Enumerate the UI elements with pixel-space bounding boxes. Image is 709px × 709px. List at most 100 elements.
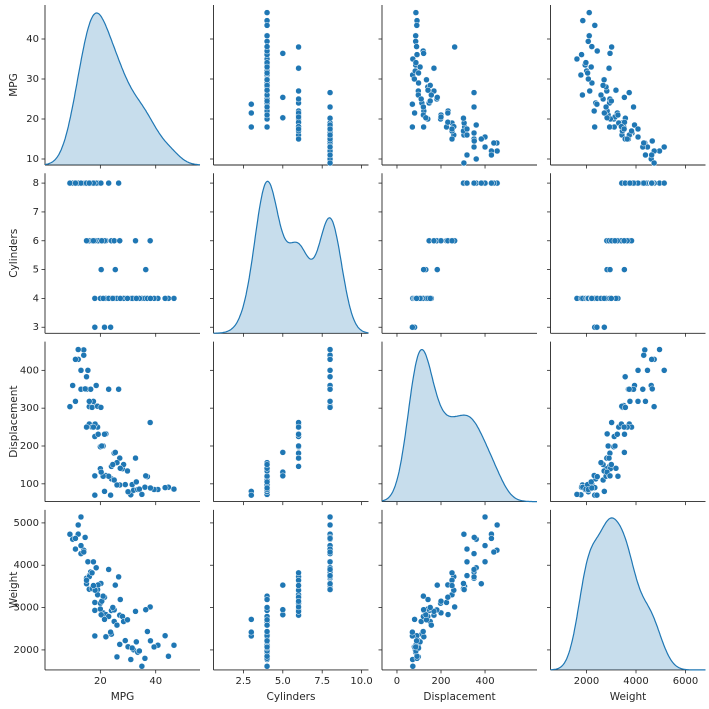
scatter-point [263,97,271,105]
scatter-point [248,491,255,499]
scatter-point [170,295,178,302]
scatter-point [460,530,468,538]
scatter-point [112,581,119,589]
scatter-point [326,398,334,405]
scatter-point [136,647,143,655]
scatter-point [263,123,271,131]
scatter-point [142,606,149,613]
scatter-point [470,550,478,557]
scatter-point [326,558,334,566]
scatter-point [420,266,427,273]
scatter-point [97,605,104,613]
scatter-point [584,69,591,77]
scatter-point [470,103,478,111]
y-tick-label: 10 [26,154,39,165]
scatter-point [648,356,655,363]
x-tick-label: 4000 [623,676,648,687]
scatter-point [263,69,271,77]
y-tick-label: 4 [33,293,39,304]
x-axis-label: Weight [610,691,647,703]
scatter-point [295,603,302,611]
scatter-point [77,513,85,521]
scatter-point [279,50,287,57]
x-axis-label: Cylinders [267,691,316,703]
scatter-point [626,398,634,405]
scatter-point [430,608,438,615]
scatter-point [605,64,613,72]
kde-curve [381,349,537,503]
scatter-point [146,237,154,245]
x-tick-label: 20 [94,676,107,687]
scatter-point [295,569,302,577]
scatter-point [481,143,489,151]
scatter-point [472,155,480,163]
scatter-point [326,572,334,579]
scatter-point [99,295,107,302]
scatter-point [420,103,427,111]
scatter-point [577,71,585,79]
scatter-point [124,616,131,624]
scatter-point [593,491,601,499]
scatter-point [481,542,489,549]
scatter-point [640,351,647,359]
y-tick-label: 5000 [14,518,39,529]
y-tick-label: 30 [26,74,39,85]
scatter-point [88,404,96,411]
scatter-point [606,123,613,131]
scatter-point [81,385,89,393]
scatter-point [437,237,445,245]
scatter-point [417,95,425,103]
scatter-point [138,663,146,670]
scatter-point [279,94,287,101]
scatter-point [448,125,456,133]
y-tick-label: 20 [26,114,39,125]
y-tick-label: 4000 [14,560,39,571]
scatter-point [107,628,114,636]
scatter-point [141,655,149,662]
scatter-point [102,633,110,641]
scatter-point [622,404,629,411]
scatter-point [649,385,656,393]
y-tick-label: 2000 [14,645,39,656]
scatter-point [72,398,79,405]
scatter-point [471,534,478,541]
scatter-point [424,596,432,603]
scatter-point [69,382,76,389]
scatter-point [634,367,642,374]
scatter-point [660,367,668,374]
scatter-point [641,346,649,354]
scatter-point [97,266,105,273]
scatter-point [115,573,122,581]
scatter-point [295,431,302,438]
scatter-point [642,398,649,405]
x-tick-label: 5.0 [275,676,291,687]
x-tick-label: 2.5 [235,676,251,687]
scatter-point [614,431,621,438]
scatter-point [81,534,89,541]
scatter-point [612,465,620,472]
scatter-point [263,596,271,603]
scatter-point [112,449,119,456]
scatter-point [650,403,658,410]
scatter-point [428,621,435,629]
scatter-point [493,147,501,155]
scatter-point [409,123,416,131]
scatter-point [263,63,271,71]
scatter-point [573,55,581,63]
scatter-point [423,76,430,84]
kde-area [550,517,706,670]
scatter-point [608,43,615,51]
scatter-point [601,323,608,331]
scatter-point [91,472,99,480]
scatter-point [326,386,334,393]
scatter-point [326,521,334,529]
scatter-point [326,159,334,167]
scatter-point [77,179,85,187]
x-tick-label: 0 [394,676,400,687]
scatter-point [420,50,427,57]
scatter-point [263,461,271,468]
scatter-point [593,473,601,480]
scatter-point [630,103,637,111]
scatter-point [90,558,97,566]
